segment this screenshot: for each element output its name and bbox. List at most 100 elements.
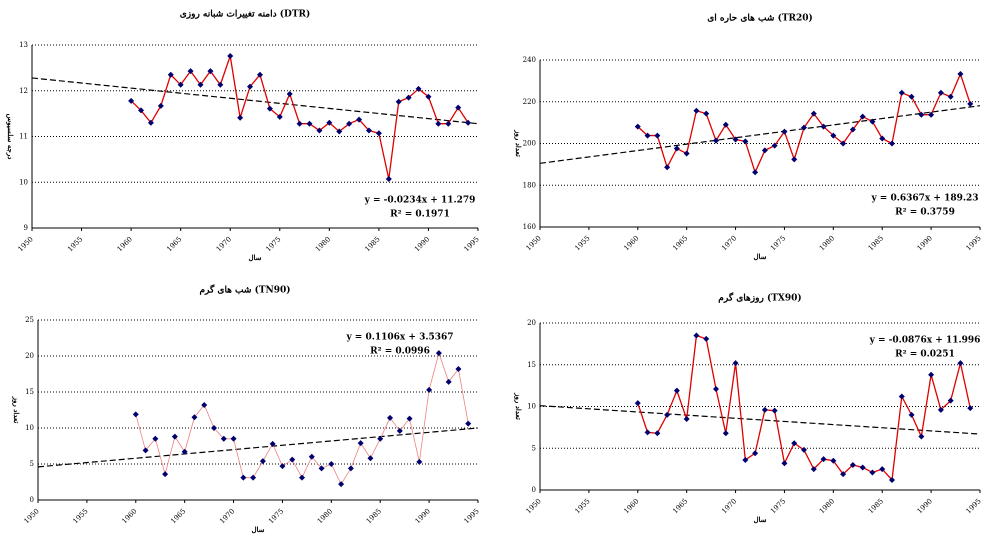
r-squared: R² = 0.3759 <box>895 208 955 218</box>
x-tick-label: 1950 <box>525 234 543 252</box>
x-tick-label: 1975 <box>264 235 282 253</box>
trendline <box>31 77 479 125</box>
data-point <box>230 435 237 442</box>
data-point <box>385 176 392 183</box>
data-point <box>840 471 847 478</box>
data-point <box>830 457 837 464</box>
trendline <box>539 105 981 164</box>
data-point <box>761 147 768 154</box>
data-point <box>289 456 296 463</box>
x-tick-label: 1960 <box>120 507 138 525</box>
data-point <box>259 458 266 465</box>
data-point <box>898 89 905 96</box>
data-point <box>269 440 276 447</box>
data-point <box>266 105 273 112</box>
data-point <box>171 433 178 440</box>
y-tick-label: 11 <box>19 133 28 141</box>
trendline <box>37 427 479 468</box>
x-axis-label: سال <box>251 525 264 534</box>
data-point <box>445 378 452 385</box>
data-point <box>918 433 925 440</box>
x-tick-label: 1985 <box>867 234 885 252</box>
data-point <box>781 460 788 467</box>
data-point <box>879 135 886 142</box>
data-point <box>654 430 661 437</box>
data-point <box>308 453 315 460</box>
data-point <box>187 68 194 75</box>
y-tick-label: 20 <box>25 352 34 360</box>
data-point <box>820 123 827 130</box>
data-point <box>664 164 671 171</box>
data-point <box>247 83 254 90</box>
y-tick-label: 0 <box>30 496 34 504</box>
equation: y = 0.1106x + 3.5367 <box>345 333 453 343</box>
x-tick-label: 1955 <box>573 497 591 515</box>
x-tick-label: 1950 <box>525 497 543 515</box>
chart-title: روزهای گرم (TX90) <box>718 292 801 304</box>
x-tick-label: 1980 <box>314 235 332 253</box>
data-point <box>713 137 719 144</box>
x-tick-label: 1995 <box>463 507 481 525</box>
y-tick-label: 9 <box>24 224 28 232</box>
data-point <box>801 124 807 131</box>
x-tick-label: 1950 <box>23 507 41 525</box>
data-point <box>396 427 403 434</box>
x-tick-label: 1985 <box>363 235 381 253</box>
data-point <box>237 114 244 121</box>
data-point <box>152 435 159 442</box>
data-point <box>318 465 325 472</box>
data-point <box>147 119 154 126</box>
data-point <box>316 127 323 134</box>
y-axis-label: تعداد روز <box>514 129 523 157</box>
y-tick-label: 15 <box>25 388 34 396</box>
data-point <box>859 113 866 120</box>
data-point <box>673 145 680 152</box>
data-point <box>395 98 402 105</box>
data-point <box>356 116 363 123</box>
data-point <box>840 140 847 147</box>
data-point <box>634 400 641 407</box>
data-point <box>465 420 472 427</box>
data-point <box>256 71 263 78</box>
data-point <box>296 120 303 127</box>
data-line <box>135 351 469 485</box>
x-tick-label: 1975 <box>267 507 285 525</box>
data-point <box>703 335 710 342</box>
x-tick-label: 1980 <box>818 234 836 252</box>
data-point <box>375 130 382 137</box>
x-tick-label: 1980 <box>818 497 836 515</box>
data-point <box>347 465 354 472</box>
data-point <box>664 411 671 418</box>
x-tick-label: 1960 <box>116 235 134 253</box>
x-tick-label: 1970 <box>218 507 236 525</box>
data-point <box>197 81 204 88</box>
y-tick-label: 10 <box>19 178 28 186</box>
data-point <box>761 406 768 413</box>
chart-title: دامنه تغییرات شبانه روزی (DTR) <box>180 9 311 20</box>
data-point <box>781 128 788 135</box>
x-tick-label: 1950 <box>17 235 35 253</box>
x-axis-label: سال <box>753 515 766 524</box>
y-tick-label: 220 <box>523 98 536 106</box>
x-tick-label: 1975 <box>769 234 787 252</box>
data-point <box>167 71 174 78</box>
data-point <box>299 474 305 481</box>
r-squared: R² = 0.0251 <box>895 350 955 360</box>
data-point <box>357 440 364 447</box>
y-tick-label: 15 <box>527 361 536 369</box>
data-point <box>849 126 856 133</box>
x-tick-label: 1960 <box>622 497 640 515</box>
x-tick-label: 1970 <box>720 234 738 252</box>
y-tick-label: 5 <box>30 460 34 468</box>
data-point <box>898 393 905 400</box>
y-tick-label: 10 <box>25 424 34 432</box>
data-point <box>889 476 895 483</box>
data-point <box>435 350 442 357</box>
data-point <box>445 120 452 127</box>
data-point <box>211 425 217 431</box>
data-point <box>276 113 283 120</box>
x-axis-label: سال <box>753 252 766 261</box>
x-tick-label: 1955 <box>573 234 591 252</box>
data-point <box>908 411 915 418</box>
